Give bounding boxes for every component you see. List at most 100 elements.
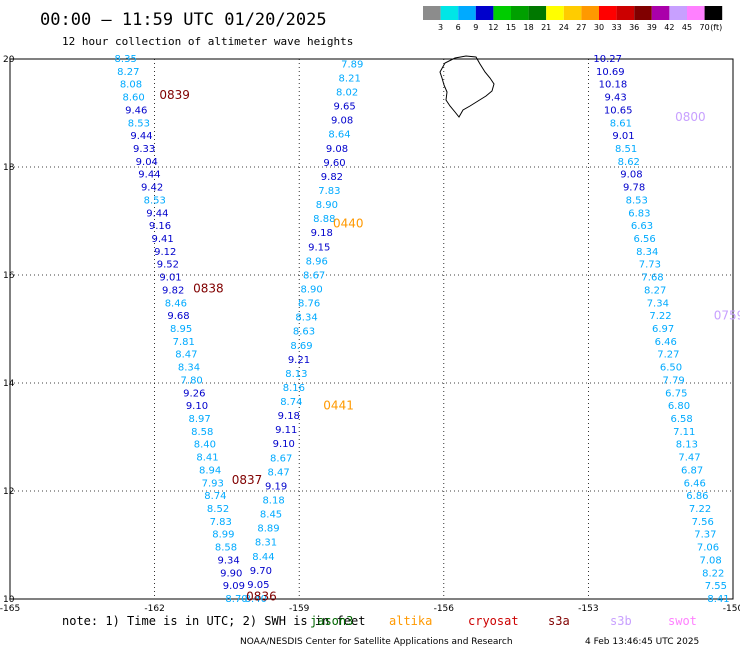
wave-height-value: 7.08 — [699, 555, 721, 566]
wave-height-value: 8.02 — [336, 88, 358, 99]
legend-label: 6 — [456, 23, 461, 32]
wave-height-value: 9.21 — [288, 355, 310, 366]
wave-height-value: 9.44 — [130, 131, 152, 142]
lat-tick-label: 16 — [3, 271, 15, 281]
wave-height-value: 9.33 — [133, 144, 155, 155]
wave-height-value: 8.53 — [128, 118, 150, 129]
wave-height-value: 7.79 — [663, 375, 685, 386]
pass-label: 0800 — [675, 110, 706, 124]
wave-height-value: 7.34 — [647, 298, 669, 309]
lat-tick-label: 14 — [3, 379, 15, 389]
wave-height-value: 8.08 — [120, 80, 142, 91]
wave-height-value: 6.46 — [655, 337, 677, 348]
wave-height-value: 8.44 — [252, 552, 274, 563]
hawaii-island — [439, 55, 495, 118]
wave-height-value: 8.21 — [339, 73, 361, 84]
legend-swatch — [475, 6, 494, 20]
wave-height-value: 9.11 — [275, 425, 297, 436]
legend-swatch — [687, 6, 705, 20]
wave-height-value: 7.22 — [649, 311, 671, 322]
credit-text: NOAA/NESDIS Center for Satellite Applica… — [240, 637, 513, 647]
wave-height-value: 9.16 — [149, 221, 171, 232]
wave-height-value: 9.65 — [333, 102, 355, 113]
legend-swatch — [616, 6, 635, 20]
wave-height-value: 8.62 — [618, 157, 640, 168]
wave-height-value: 9.60 — [323, 158, 345, 169]
wave-height-value: 8.34 — [178, 363, 200, 374]
wave-height-value: 9.08 — [620, 170, 642, 181]
wave-height-value: 8.94 — [199, 465, 221, 476]
satellite-legend: jason3 altika cryosat s3a s3b swot — [310, 614, 697, 628]
wave-height-value: 9.43 — [604, 93, 626, 104]
wave-height-value: 8.90 — [316, 200, 338, 211]
wave-height-value: 6.80 — [668, 401, 690, 412]
legend-label: 18 — [524, 23, 534, 32]
wave-height-value: 8.67 — [303, 270, 325, 281]
wave-height-value: 8.58 — [191, 427, 213, 438]
wave-height-tracks: 8.35 8.27 8.08 8.609.46 8.53 9.44 9.33 9.04 9.44… — [115, 54, 730, 605]
satellite-label: s3a — [548, 614, 570, 628]
pass-label: 0759 — [714, 309, 740, 323]
wave-height-value: 9.10 — [273, 439, 295, 450]
color-legend: 3 6 9 12 15 18 21 24 27 30 33 36 39 42 45 70 — [423, 6, 723, 32]
wave-height-value: 8.74 — [280, 397, 302, 408]
legend-swatch — [546, 6, 564, 20]
wave-height-value: 7.55 — [705, 581, 727, 592]
legend-swatch — [563, 6, 582, 20]
wave-height-value: 9.08 — [331, 116, 353, 127]
wave-height-value: 9.34 — [217, 555, 239, 566]
wave-height-value: 6.50 — [660, 363, 682, 374]
wave-height-value: 7.81 — [173, 337, 195, 348]
wave-height-value: 8.69 — [290, 341, 312, 352]
pass-label: 0839 — [159, 88, 190, 102]
wave-height-value: 9.10 — [186, 401, 208, 412]
wave-height-value: 8.40 — [194, 440, 216, 451]
wave-height-value: 8.52 — [207, 504, 229, 515]
wave-height-value: 7.83 — [210, 517, 232, 528]
legend-label: 36 — [629, 23, 639, 32]
legend-label: 12 — [488, 23, 498, 32]
wave-height-value: 8.13 — [285, 369, 307, 380]
wave-height-value: 8.40 — [245, 594, 267, 605]
legend-label: 42 — [664, 23, 674, 32]
legend-label: 3 — [438, 23, 443, 32]
wave-height-value: 9.04 — [136, 157, 158, 168]
wave-height-value: 7.80 — [181, 375, 203, 386]
wave-height-value: 7.11 — [673, 427, 695, 438]
wave-height-value: 8.60 — [122, 93, 144, 104]
wave-height-value: 9.09 — [223, 581, 245, 592]
legend-label: 24 — [559, 23, 569, 32]
pass-label: 0836 — [246, 589, 277, 603]
legend-label: 45 — [682, 23, 692, 32]
wave-height-value: 8.13 — [676, 440, 698, 451]
wave-height-value: 9.41 — [152, 234, 174, 245]
wave-height-value: 9.44 — [138, 170, 160, 181]
legend-swatch — [458, 6, 476, 20]
pass-label: 0838 — [193, 282, 224, 296]
wave-height-value: 8.22 — [702, 568, 724, 579]
lat-tick-label: 12 — [3, 487, 14, 497]
lon-tick-label: -159 — [289, 604, 310, 614]
wave-height-value: 7.22 — [689, 504, 711, 515]
legend-unit: (ft) — [710, 23, 722, 32]
wave-height-value: 8.70 — [225, 594, 247, 605]
wave-height-value: 6.56 — [634, 234, 656, 245]
wave-height-value: 9.26 — [183, 388, 205, 399]
wave-height-value: 9.82 — [162, 285, 184, 296]
lon-tick-label: -165 — [0, 604, 20, 614]
wave-height-value: 8.34 — [295, 313, 317, 324]
wave-height-value: 8.88 — [313, 214, 335, 225]
legend-label: 30 — [594, 23, 604, 32]
legend-label: 9 — [473, 23, 478, 32]
map-title: 00:00 — 11:59 UTC 01/20/2025 — [40, 10, 327, 30]
wave-height-value: 7.89 — [341, 59, 363, 70]
wave-height-value: 9.68 — [167, 311, 189, 322]
timestamp-text: 4 Feb 13:46:45 UTC 2025 — [585, 637, 699, 647]
satellite-label: s3b — [610, 614, 632, 628]
wave-height-value: 8.16 — [283, 383, 305, 394]
wave-height-value: 10.69 — [596, 67, 625, 78]
wave-height-value: 9.46 — [125, 105, 147, 116]
lon-tick-label: -153 — [578, 604, 598, 614]
lat-tick-label: 10 — [3, 595, 15, 605]
wave-height-value: 8.53 — [626, 195, 648, 206]
